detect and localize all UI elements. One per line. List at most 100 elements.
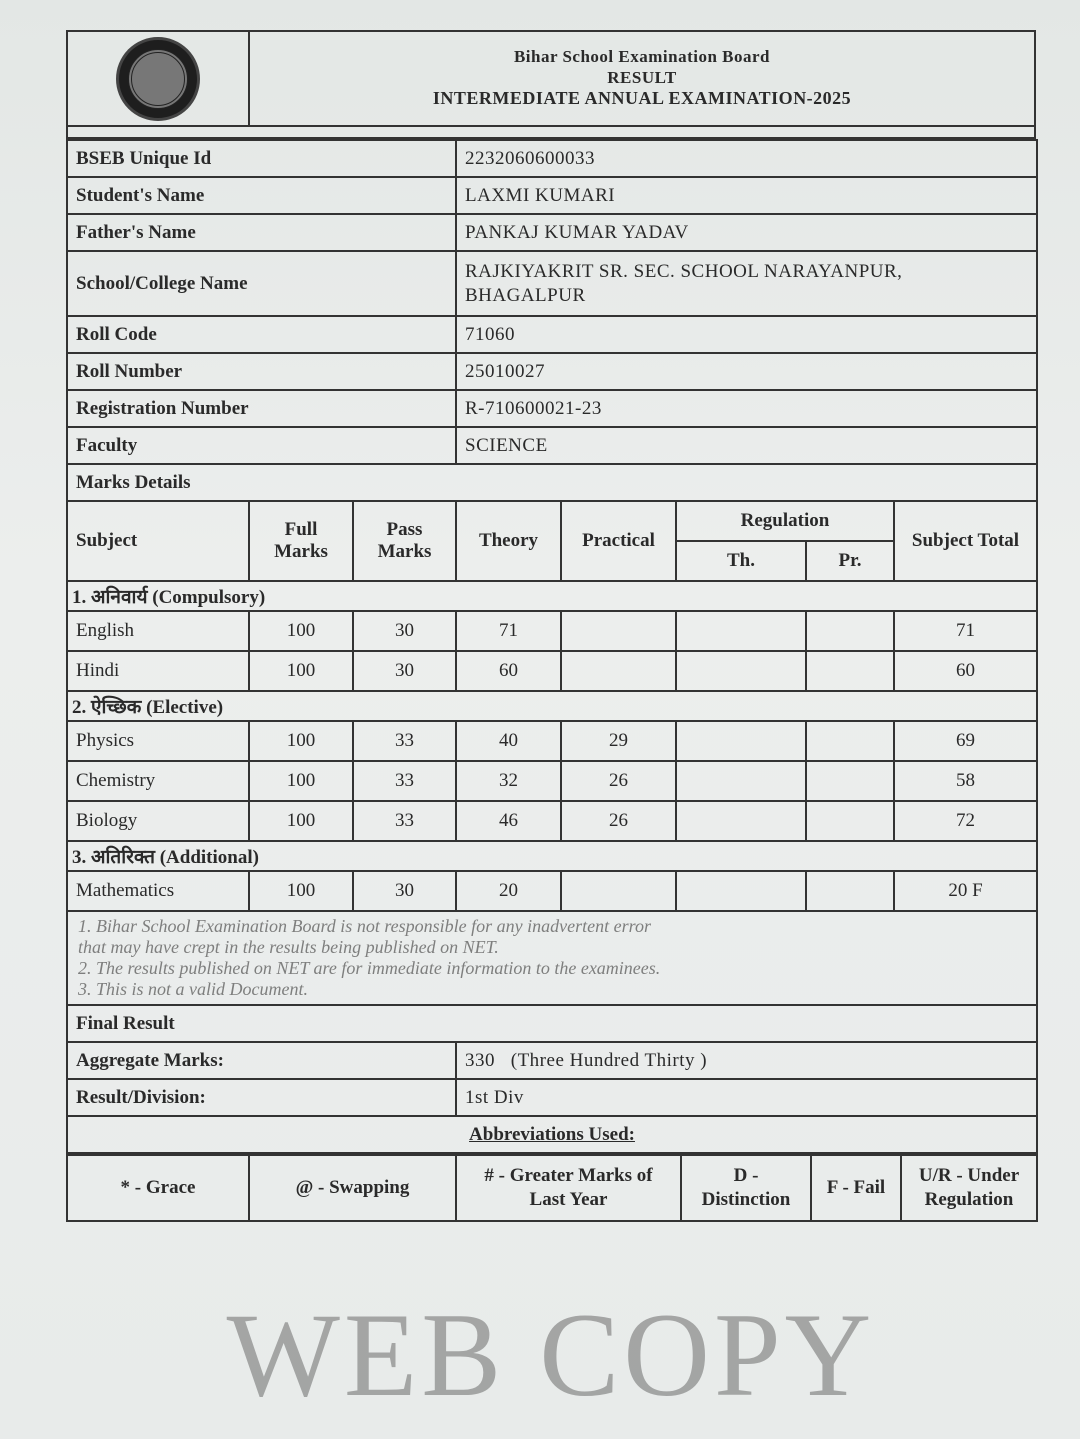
result-table: BSEB Unique Id 2232060600033 Student's Nam… <box>65 139 1039 1154</box>
aggregate-number: 330 <box>465 1049 495 1071</box>
board-name: Bihar School Examination Board <box>513 47 771 66</box>
mark-practical: 26 <box>560 760 677 802</box>
mark-total: 60 <box>892 650 1039 692</box>
header-subject: Subject <box>66 500 250 582</box>
abbreviation-item: @ - Swapping <box>248 1154 457 1222</box>
document-header: Bihar School Examination Board RESULT IN… <box>66 30 1036 127</box>
mark-reg-th <box>675 720 807 762</box>
mark-practical: 26 <box>560 800 677 842</box>
exam-name: INTERMEDIATE ANNUAL EXAMINATION-2025 <box>432 88 852 108</box>
subject-row: Hindi 100 30 60 60 <box>66 650 1039 692</box>
mark-total: 72 <box>892 800 1039 842</box>
section-title: 2. ऐच्छिक (Elective) <box>65 690 1039 722</box>
mark-full: 100 <box>248 760 354 802</box>
subject-name: Hindi <box>66 650 250 692</box>
subject-row: Mathematics 100 30 20 20 F <box>66 870 1039 912</box>
mark-reg-pr <box>805 760 895 802</box>
mark-full: 100 <box>248 650 354 692</box>
mark-total: 58 <box>892 760 1039 802</box>
header-reg-th: Th. <box>675 540 807 582</box>
mark-practical <box>560 610 677 652</box>
info-value: RAJKIYAKRIT SR. SEC. SCHOOL NARAYANPUR, … <box>454 250 1039 317</box>
result-document: Bihar School Examination Board RESULT IN… <box>65 30 1039 1222</box>
watermark-line-4: 3. This is not a valid Document. <box>78 979 308 999</box>
mark-theory: 20 <box>455 870 562 912</box>
header-full-marks: Full Marks <box>248 500 354 582</box>
watermark-line-1: 1. Bihar School Examination Board is not… <box>78 916 651 936</box>
mark-pass: 30 <box>352 610 457 652</box>
abbreviations-title: Abbreviations Used: <box>65 1115 1039 1154</box>
header-regulation: Regulation <box>675 500 895 542</box>
bseb-seal-logo <box>116 36 200 121</box>
abbreviations-table: * - Grace @ - Swapping # - Greater Marks o… <box>66 1154 1038 1222</box>
watermark-line-2: that may have crept in the results being… <box>78 937 499 957</box>
mark-pass: 33 <box>352 760 457 802</box>
mark-full: 100 <box>248 720 354 762</box>
info-label: School/College Name <box>66 250 457 317</box>
mark-full: 100 <box>248 610 354 652</box>
info-label: Roll Number <box>66 352 457 391</box>
abbreviation-item: D - Distinction <box>680 1154 812 1222</box>
subject-name: Chemistry <box>66 760 250 802</box>
mark-reg-pr <box>805 650 895 692</box>
info-row: Faculty SCIENCE <box>66 426 1039 465</box>
subject-name: Biology <box>66 800 250 842</box>
mark-pass: 33 <box>352 720 457 762</box>
abbreviation-item: F - Fail <box>810 1154 902 1222</box>
mark-reg-pr <box>805 870 895 912</box>
subject-row: Physics 100 33 40 29 69 <box>66 720 1039 762</box>
mark-theory: 40 <box>455 720 562 762</box>
mark-reg-th <box>675 610 807 652</box>
mark-reg-th <box>675 800 807 842</box>
info-label: Father's Name <box>66 213 457 252</box>
final-result-title: Final Result <box>65 1004 1039 1043</box>
mark-total: 20 F <box>892 870 1039 912</box>
abbreviation-item: # - Greater Marks of Last Year <box>455 1154 682 1222</box>
info-value: LAXMI KUMARI <box>454 176 1039 215</box>
info-label: Student's Name <box>66 176 457 215</box>
mark-theory: 60 <box>455 650 562 692</box>
info-value: SCIENCE <box>454 426 1039 465</box>
header-theory: Theory <box>455 500 562 582</box>
mark-practical: 29 <box>560 720 677 762</box>
info-label: BSEB Unique Id <box>66 139 457 178</box>
mark-theory: 32 <box>455 760 562 802</box>
mark-pass: 30 <box>352 870 457 912</box>
info-value: 2232060600033 <box>454 139 1039 178</box>
divider <box>66 127 1036 139</box>
watermark-line-3: 2. The results published on NET are for … <box>78 958 661 978</box>
subject-name: English <box>66 610 250 652</box>
abbreviation-item: * - Grace <box>66 1154 250 1222</box>
web-copy-watermark: WEB COPY <box>226 1288 876 1421</box>
mark-pass: 30 <box>352 650 457 692</box>
mark-reg-th <box>675 650 807 692</box>
mark-total: 69 <box>892 720 1039 762</box>
division-value: 1st Div <box>454 1078 1039 1117</box>
aggregate-words: (Three Hundred Thirty ) <box>510 1049 708 1071</box>
mark-theory: 71 <box>455 610 562 652</box>
logo-cell <box>68 32 250 125</box>
info-label: Roll Code <box>66 315 457 354</box>
info-row: Student's Name LAXMI KUMARI <box>66 176 1039 215</box>
section-title: 1. अनिवार्य (Compulsory) <box>65 580 1039 612</box>
disclaimer-notes: 1. Bihar School Examination Board is not… <box>65 910 1039 1006</box>
header-pass-marks: Pass Marks <box>352 500 457 582</box>
mark-reg-pr <box>805 610 895 652</box>
mark-full: 100 <box>248 800 354 842</box>
subject-row: English 100 30 71 71 <box>66 610 1039 652</box>
info-row: Father's Name PANKAJ KUMAR YADAV <box>66 213 1039 252</box>
subject-row: Chemistry 100 33 32 26 58 <box>66 760 1039 802</box>
marks-details-title: Marks Details <box>65 463 1039 502</box>
info-label: Faculty <box>66 426 457 465</box>
info-label: Registration Number <box>66 389 457 428</box>
mark-practical <box>560 870 677 912</box>
header-practical: Practical <box>560 500 677 582</box>
mark-reg-th <box>675 760 807 802</box>
division-label: Result/Division: <box>66 1078 457 1117</box>
abbreviation-item: U/R - Under Regulation <box>900 1154 1038 1222</box>
header-subject-total: Subject Total <box>892 500 1039 582</box>
info-row: Roll Code 71060 <box>66 315 1039 354</box>
aggregate-value: 330 (Three Hundred Thirty ) <box>454 1041 1039 1080</box>
mark-reg-pr <box>805 800 895 842</box>
subject-name: Mathematics <box>66 870 250 912</box>
